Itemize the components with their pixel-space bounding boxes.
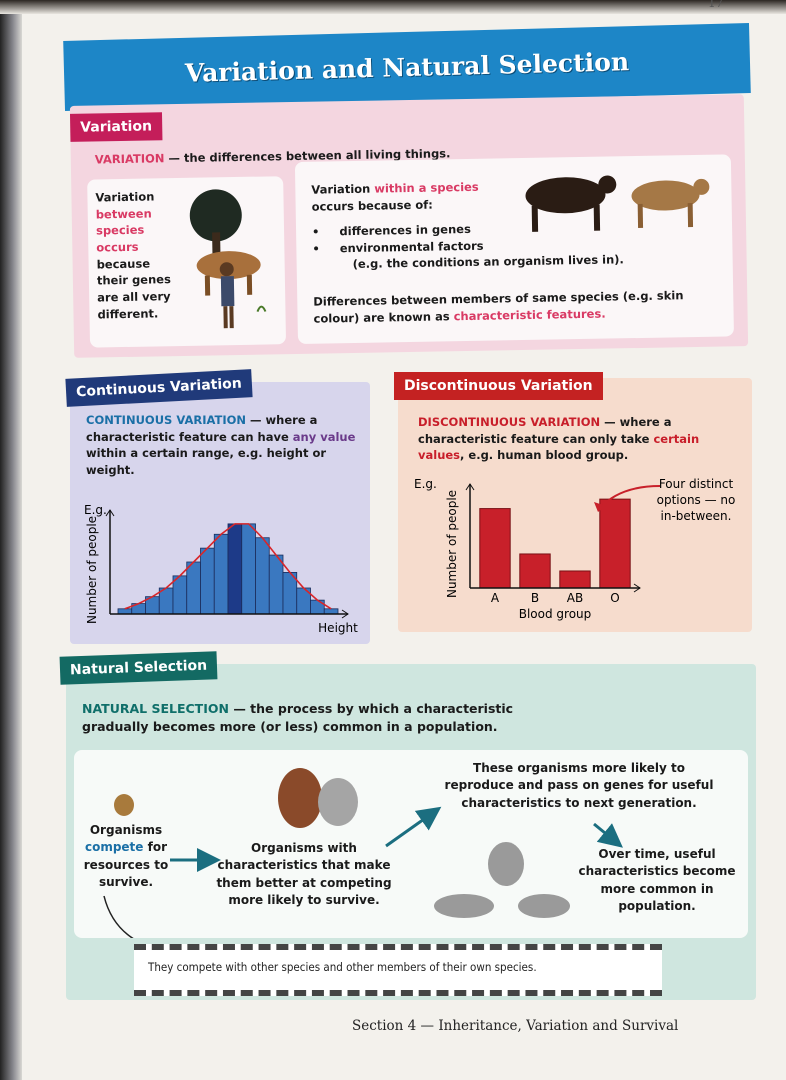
distribution-curve [124,523,332,610]
bar [323,608,339,615]
section-tag: Continuous Variation [65,369,253,407]
histogram: E.g.Number of people Height [84,503,358,635]
x-axis-label: Height [318,621,358,635]
variation-section: Variation VARIATION — the differences be… [69,94,749,358]
eg-label: E.g. [414,477,437,491]
step: Over time, useful characteristics become… [578,847,736,914]
bar [268,554,284,615]
bullet-text: differences in genes [339,221,471,239]
text: because their genes are all very differe… [96,256,171,322]
annotation: Four distinct options — no in-between. [656,477,736,524]
bar [519,553,551,589]
page-number: 17 [708,0,724,10]
bar [227,523,243,615]
step: These organisms more likely to reproduce… [444,761,714,810]
term: CONTINUOUS VARIATION [86,413,247,427]
highlight: any value [292,429,356,444]
x-tick-label: O [610,591,619,605]
x-tick-label: B [531,591,539,605]
text: , e.g. human blood group. [460,448,629,463]
arrow-head [105,509,115,517]
bar [172,575,188,615]
y-axis-label: Number of people [445,490,459,598]
x-tick-label: AB [567,591,583,605]
definition-text: — the process by which a characteristic … [82,701,514,735]
flow-panel: Organisms compete for resources to survi… [74,750,748,938]
text: Organisms [89,823,163,837]
bar [479,508,511,589]
arrow-head [633,583,641,593]
bar [186,561,201,615]
bar [200,547,215,615]
highlight: characteristic features. [453,306,606,323]
continuous-section: Continuous Variation CONTINUOUS VARIATIO… [65,369,370,644]
note-box: They compete with other species and othe… [134,944,662,996]
highlight: certain values [418,431,700,463]
page-edge [0,0,786,14]
definition: CONTINUOUS VARIATION — where a character… [86,412,356,479]
annotation-box: Four distinct options — no in-between. [656,477,736,524]
bar [559,570,591,589]
text: for resources to survive. [83,840,169,890]
text: Variation [311,181,371,197]
illustration [189,189,267,329]
highlight: compete [84,840,144,855]
text: — where a characteristic feature can hav… [86,413,318,444]
bullet-text: environmental factors [339,238,484,255]
text: Variation [95,189,155,205]
x-tick-label: A [491,591,500,605]
flow-arrows [103,768,623,938]
bar [599,498,631,589]
bar [117,608,133,615]
step: Organisms with characteristics that make… [216,841,392,908]
bar [310,599,325,615]
highlight: between species occurs [95,206,152,255]
arrow-head [341,609,349,619]
text: — where a characteristic feature can onl… [418,415,672,446]
y-axis-label: Number of people [85,516,99,624]
bar [241,523,256,615]
between-species-panel: Variation between species occurs because… [87,176,287,348]
discontinuous-section: Discontinuous Variation DISCONTINUOUS VA… [394,372,752,632]
footer: Section 4 — Inheritance, Variation and S… [352,1018,679,1034]
section-tag: Discontinuous Variation [394,372,603,400]
note: They compete with other species and othe… [148,960,537,974]
bar [213,533,229,615]
definition: NATURAL SELECTION — the process by which… [82,700,562,736]
step: Organisms compete for resources to survi… [76,822,176,892]
arrow-head [465,483,475,491]
term: DISCONTINUOUS VARIATION [418,415,601,429]
highlight: within a species [374,179,479,196]
text: occurs because of: [311,197,433,214]
arrow-head [594,502,606,512]
within-intro: Variation within a species occurs becaus… [311,179,492,215]
natural-selection-section: Natural Selection NATURAL SELECTION — th… [59,651,756,1000]
x-axis-label: Blood group [519,607,592,621]
definition: DISCONTINUOUS VARIATION — where a charac… [418,414,738,464]
cows-illustration [525,175,710,232]
section-tag: Natural Selection [59,651,218,685]
within-species-panel: Variation within a species occurs becaus… [294,154,734,344]
term: VARIATION [94,151,165,167]
bar [255,537,270,615]
section-tag: Variation [69,112,163,142]
annotation-arrow [599,485,661,509]
between-species-text: Variation between species occurs because… [95,188,175,323]
book-spine [0,0,22,1080]
term: NATURAL SELECTION [82,701,229,716]
features-text: Differences between members of same spec… [313,286,726,327]
text: within a certain range, e.g. height or w… [86,446,327,478]
eg-label: E.g. [84,503,107,517]
